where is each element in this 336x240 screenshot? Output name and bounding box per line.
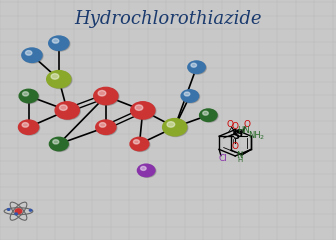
Circle shape: [23, 49, 43, 63]
Circle shape: [140, 166, 146, 170]
Circle shape: [26, 51, 32, 55]
Circle shape: [97, 121, 117, 135]
Circle shape: [53, 140, 59, 144]
Circle shape: [133, 140, 139, 144]
Text: S: S: [236, 129, 243, 139]
Circle shape: [51, 74, 59, 79]
Circle shape: [15, 213, 17, 215]
Circle shape: [98, 90, 106, 96]
Text: NH: NH: [248, 131, 261, 139]
Circle shape: [22, 48, 42, 62]
Circle shape: [184, 92, 190, 96]
Text: N: N: [237, 151, 243, 160]
Circle shape: [200, 109, 217, 121]
Circle shape: [59, 105, 67, 110]
Circle shape: [138, 165, 156, 177]
Circle shape: [163, 119, 187, 136]
Text: O: O: [226, 120, 233, 129]
Circle shape: [201, 110, 218, 122]
Text: Hydrochlorothiazide: Hydrochlorothiazide: [74, 10, 262, 28]
Circle shape: [189, 62, 206, 74]
Circle shape: [96, 120, 116, 134]
Circle shape: [22, 123, 29, 127]
Text: O: O: [232, 142, 239, 151]
Circle shape: [7, 209, 10, 210]
Text: 2: 2: [260, 135, 264, 140]
Text: S: S: [232, 131, 239, 141]
Circle shape: [29, 210, 32, 211]
Text: H: H: [237, 156, 242, 162]
Circle shape: [55, 102, 79, 119]
Circle shape: [135, 105, 143, 110]
Circle shape: [188, 61, 205, 73]
Circle shape: [182, 90, 200, 103]
Circle shape: [19, 121, 40, 135]
Circle shape: [50, 37, 70, 51]
Circle shape: [48, 71, 72, 89]
Circle shape: [23, 92, 29, 96]
Circle shape: [95, 88, 119, 105]
Circle shape: [131, 102, 155, 119]
Circle shape: [19, 89, 38, 103]
Circle shape: [167, 122, 175, 127]
Circle shape: [131, 138, 150, 151]
Circle shape: [52, 39, 59, 43]
Circle shape: [164, 119, 188, 137]
Circle shape: [47, 71, 71, 88]
Circle shape: [130, 137, 149, 151]
Circle shape: [137, 164, 155, 177]
Circle shape: [99, 123, 106, 127]
Text: O: O: [232, 122, 239, 131]
Circle shape: [50, 138, 69, 151]
Circle shape: [203, 111, 208, 115]
Circle shape: [181, 90, 199, 102]
Circle shape: [132, 102, 156, 120]
Circle shape: [49, 36, 69, 50]
Circle shape: [49, 137, 68, 151]
Circle shape: [56, 102, 80, 120]
Text: O: O: [243, 120, 250, 129]
Circle shape: [94, 87, 118, 105]
Text: HN: HN: [237, 126, 250, 135]
Circle shape: [18, 120, 39, 134]
Circle shape: [191, 63, 197, 67]
Text: Cl: Cl: [218, 154, 227, 163]
Circle shape: [15, 209, 22, 214]
Circle shape: [20, 90, 39, 103]
